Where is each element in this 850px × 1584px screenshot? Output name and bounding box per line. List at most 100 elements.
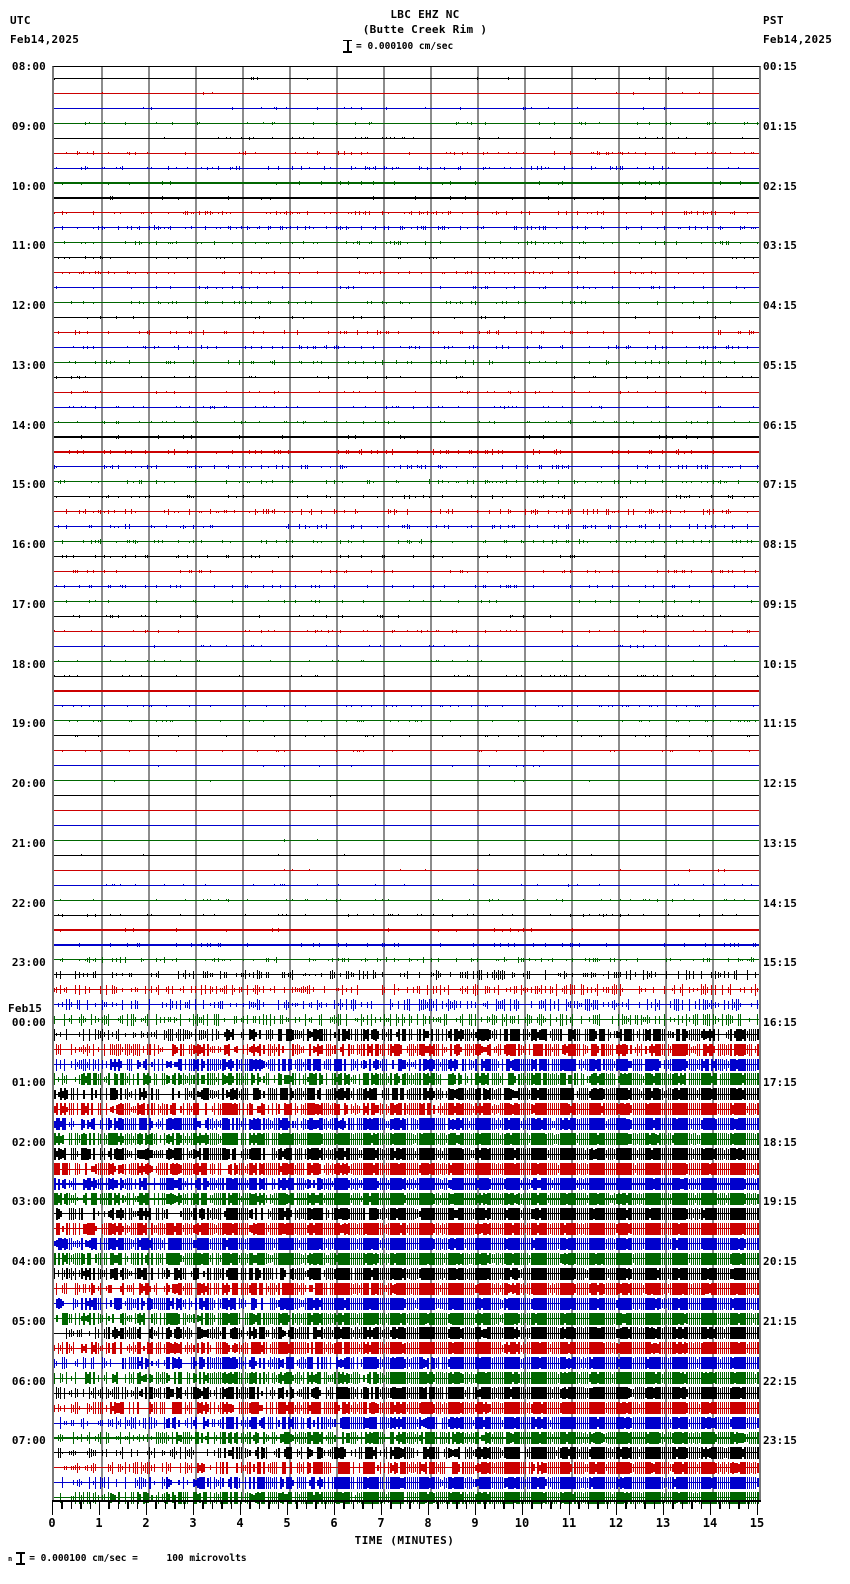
utc-hour-label: 23:00: [0, 956, 46, 969]
axis-tick-minor: [231, 1502, 232, 1509]
trace-row: [54, 67, 759, 80]
trace-row: [54, 1322, 759, 1335]
trace-row: [54, 620, 759, 633]
trace-row: [54, 291, 759, 304]
axis-tick-minor: [701, 1502, 702, 1509]
trace-row: [54, 112, 759, 125]
trace-row: [54, 231, 759, 244]
trace-spikes: [54, 889, 759, 902]
helicorder-plot-area[interactable]: [52, 66, 761, 1501]
axis-tick-minor: [560, 1502, 561, 1509]
pst-hour-label: 01:15: [763, 120, 797, 133]
axis-tick-label: 13: [656, 1516, 670, 1530]
trace-row: [54, 919, 759, 932]
axis-tick-major: [334, 1502, 335, 1515]
trace-row: [54, 1038, 759, 1051]
utc-hour-label: 02:00: [0, 1136, 46, 1149]
trace-row: [54, 1083, 759, 1096]
trace-spikes: [54, 1158, 759, 1171]
trace-spikes: [54, 874, 759, 887]
trace-spikes: [54, 859, 759, 872]
trace-spikes: [54, 1023, 759, 1036]
axis-tick-label: 14: [703, 1516, 717, 1530]
trace-row: [54, 665, 759, 678]
trace-row: [54, 1486, 759, 1499]
trace-row: [54, 1008, 759, 1021]
axis-tick-major: [428, 1502, 429, 1515]
axis-tick-minor: [137, 1502, 138, 1509]
trace-spikes: [54, 814, 759, 827]
trace-row: [54, 1158, 759, 1171]
axis-tick-major: [146, 1502, 147, 1515]
trace-row: [54, 276, 759, 289]
trace-spikes: [54, 605, 759, 618]
trace-spikes: [54, 82, 759, 95]
trace-row: [54, 1098, 759, 1111]
trace-row: [54, 889, 759, 902]
trace-row: [54, 560, 759, 573]
trace-spikes: [54, 500, 759, 513]
trace-spikes: [54, 1173, 759, 1186]
trace-spikes: [54, 470, 759, 483]
axis-tick-minor: [202, 1502, 203, 1509]
trace-spikes: [54, 261, 759, 274]
trace-spikes: [54, 441, 759, 454]
trace-row: [54, 948, 759, 961]
trace-row: [54, 814, 759, 827]
utc-hour-label: 08:00: [0, 60, 46, 73]
pst-hour-label: 02:15: [763, 180, 797, 193]
utc-hour-label: 19:00: [0, 717, 46, 730]
trace-spikes: [54, 1322, 759, 1335]
trace-row: [54, 1307, 759, 1320]
ibeam-scale-icon: [343, 40, 352, 53]
footer-prefix-glyph: n: [8, 1555, 12, 1563]
utc-hour-label: 09:00: [0, 120, 46, 133]
trace-row: [54, 934, 759, 947]
utc-hour-label: 20:00: [0, 777, 46, 790]
axis-tick-major: [757, 1502, 758, 1515]
pst-hour-label: 11:15: [763, 717, 797, 730]
trace-spikes: [54, 321, 759, 334]
pst-hour-label: 14:15: [763, 897, 797, 910]
trace-spikes: [54, 948, 759, 961]
pst-hour-label: 03:15: [763, 239, 797, 252]
utc-hour-label: 04:00: [0, 1255, 46, 1268]
trace-spikes: [54, 1143, 759, 1156]
trace-spikes: [54, 1382, 759, 1395]
trace-spikes: [54, 650, 759, 663]
axis-tick-minor: [738, 1502, 739, 1509]
trace-spikes: [54, 709, 759, 722]
axis-tick-major: [52, 1502, 53, 1515]
trace-spikes: [54, 67, 759, 80]
trace-spikes: [54, 635, 759, 648]
trace-spikes: [54, 1397, 759, 1410]
trace-spikes: [54, 680, 759, 693]
trace-spikes: [54, 1471, 759, 1484]
axis-tick-major: [475, 1502, 476, 1515]
trace-row: [54, 246, 759, 259]
trace-row: [54, 515, 759, 528]
trace-spikes: [54, 112, 759, 125]
trace-row: [54, 859, 759, 872]
station-code-title: LBC EHZ NC: [0, 8, 850, 21]
pst-hour-label: 16:15: [763, 1016, 797, 1029]
ibeam-scale-icon: [16, 1552, 25, 1565]
trace-spikes: [54, 455, 759, 468]
trace-spikes: [54, 485, 759, 498]
trace-row: [54, 590, 759, 603]
axis-tick-minor: [654, 1502, 655, 1509]
station-name-subtitle: (Butte Creek Rim ): [0, 23, 850, 36]
trace-row: [54, 97, 759, 110]
axis-tick-minor: [419, 1502, 420, 1509]
utc-hour-label: 22:00: [0, 897, 46, 910]
axis-tick-minor: [409, 1502, 410, 1509]
axis-tick-minor: [588, 1502, 589, 1509]
axis-tick-minor: [296, 1502, 297, 1509]
trace-row: [54, 321, 759, 334]
axis-tick-minor: [325, 1502, 326, 1509]
axis-tick-label: 2: [142, 1516, 149, 1530]
trace-row: [54, 874, 759, 887]
utc-hour-label: 05:00: [0, 1315, 46, 1328]
axis-tick-minor: [719, 1502, 720, 1509]
trace-spikes: [54, 127, 759, 140]
